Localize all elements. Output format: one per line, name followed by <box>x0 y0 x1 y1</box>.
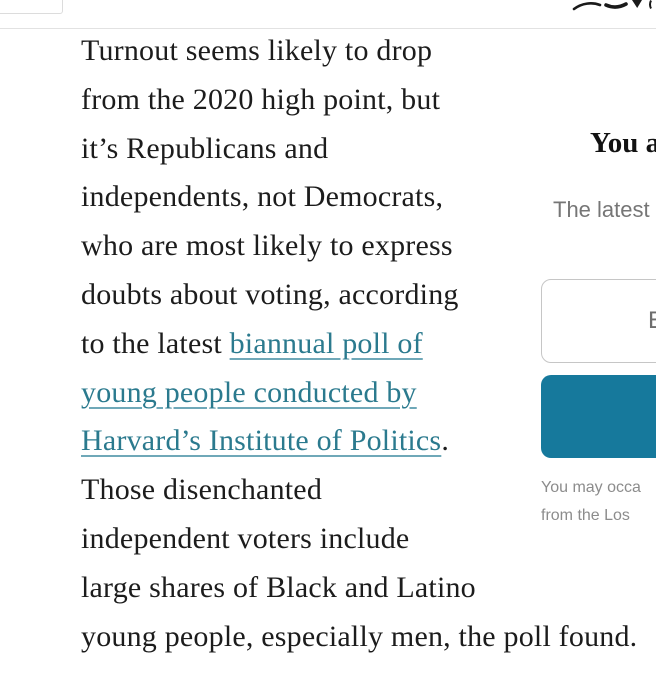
article-line: who are most likely to express <box>81 222 637 271</box>
article-line: from the 2020 high point, but <box>81 76 637 125</box>
newsletter-subtext: The latest <box>553 197 650 222</box>
article-line: to the latest biannual poll of <box>81 320 637 369</box>
newsletter-disclaimer: You may occa from the Los <box>541 474 641 530</box>
newsletter-heading: You a <box>590 127 656 159</box>
signup-button[interactable] <box>541 375 656 458</box>
disclaimer-line: You may occa <box>541 479 641 496</box>
article-text-segment: Those disenchanted <box>81 473 323 507</box>
article-line: young people, especially men, the poll f… <box>81 613 637 662</box>
article-line: doubts about voting, according <box>81 271 637 320</box>
article-text-segment: to the latest <box>81 326 230 360</box>
article-text-segment: Turnout seems likely to drop <box>81 34 433 67</box>
article-text-segment: . <box>441 424 450 458</box>
article-line: large shares of Black and Latino <box>81 564 637 613</box>
disclaimer-line: from the Los <box>541 507 630 524</box>
article-paragraph: Turnout seems likely to drop from the 202… <box>81 27 637 661</box>
article-text-segment: doubts about voting, according <box>81 277 459 311</box>
article-text-segment: independents, not Democrats, <box>81 180 444 214</box>
article-text-segment: independent voters include <box>81 521 410 555</box>
article-line: young people conducted by <box>81 369 637 418</box>
article-line: it’s Republicans and <box>81 125 637 174</box>
article-text-segment: it’s Republicans and <box>81 131 329 165</box>
article-line: Harvard’s Institute of Politics. <box>81 417 637 466</box>
article-link[interactable]: biannual poll of <box>229 326 423 360</box>
article-line: independents, not Democrats, <box>81 173 637 222</box>
article-text-segment: who are most likely to express <box>81 229 453 263</box>
article-line: independent voters include <box>81 515 637 564</box>
clipped-card-corner <box>0 0 63 14</box>
article-line: Turnout seems likely to drop <box>81 27 637 76</box>
article-text-segment: young people, especially men, the poll f… <box>81 619 638 653</box>
article-text-segment: from the 2020 high point, but <box>81 82 441 116</box>
article-text-segment: large shares of Black and Latino <box>81 570 476 604</box>
clipped-toolbar-icons <box>572 0 652 11</box>
article-link[interactable]: Harvard’s Institute of Politics <box>81 424 442 458</box>
top-divider <box>0 28 656 29</box>
email-input[interactable] <box>541 279 656 363</box>
article-line: Those disenchanted <box>81 466 637 515</box>
article-link[interactable]: young people conducted by <box>81 375 417 409</box>
